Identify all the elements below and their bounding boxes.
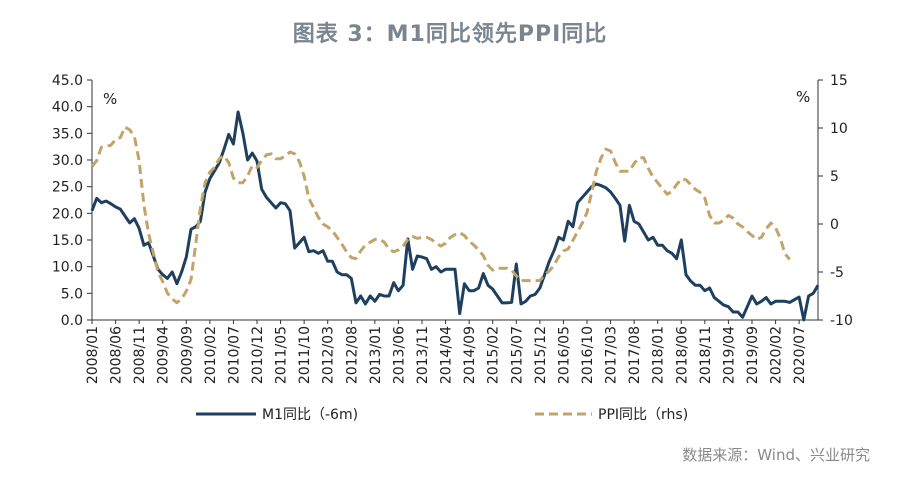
x-tick-label: 2020/02 xyxy=(769,326,785,384)
left-tick-label: 25.0 xyxy=(52,180,83,196)
left-axis-unit: % xyxy=(103,90,117,108)
x-tick-label: 2013/06 xyxy=(391,326,407,384)
x-tick-label: 2019/04 xyxy=(721,326,737,384)
x-tick-label: 2010/12 xyxy=(250,326,266,384)
x-tick-label: 2009/09 xyxy=(179,326,195,384)
x-tick-label: 2012/08 xyxy=(344,326,360,384)
x-tick-label: 2019/09 xyxy=(745,326,761,384)
x-tick-label: 2017/08 xyxy=(627,326,643,384)
x-tick-label: 2020/07 xyxy=(792,326,808,384)
series-line-m1 xyxy=(90,110,820,322)
source-note: 数据来源：Wind、兴业研究 xyxy=(682,446,870,464)
left-tick-label: 30.0 xyxy=(52,153,83,169)
x-tick-label: 2008/01 xyxy=(85,326,101,384)
left-tick-label: 10.0 xyxy=(52,260,83,276)
x-tick-label: 2012/03 xyxy=(321,326,337,384)
x-tick-label: 2013/01 xyxy=(368,326,384,384)
x-tick-label: 2017/03 xyxy=(604,326,620,384)
x-tick-label: 2010/07 xyxy=(226,326,242,384)
x-tick-label: 2011/05 xyxy=(274,326,290,384)
x-tick-label: 2018/01 xyxy=(651,326,667,384)
x-tick-label: 2016/10 xyxy=(580,326,596,384)
x-tick-label: 2009/04 xyxy=(156,326,172,384)
x-tick-label: 2010/02 xyxy=(203,326,219,384)
left-tick-label: 5.0 xyxy=(61,286,83,302)
right-tick-label: 10 xyxy=(830,121,848,137)
right-tick-label: -10 xyxy=(830,313,853,329)
x-tick-label: 2013/11 xyxy=(415,326,431,384)
left-tick-label: 15.0 xyxy=(52,233,83,249)
right-tick-label: -5 xyxy=(830,265,844,281)
x-tick-label: 2015/02 xyxy=(486,326,502,384)
x-tick-label: 2014/04 xyxy=(439,326,455,384)
right-tick-label: 15 xyxy=(830,73,848,89)
right-axis-unit: % xyxy=(796,88,810,106)
x-tick-label: 2008/11 xyxy=(132,326,148,384)
legend-label: M1同比（-6m) xyxy=(262,407,358,423)
left-tick-label: 45.0 xyxy=(52,73,83,89)
x-tick-label: 2018/11 xyxy=(698,326,714,384)
legend-label: PPI同比（rhs) xyxy=(598,407,688,423)
right-tick-label: 5 xyxy=(830,169,839,185)
right-tick-label: 0 xyxy=(830,217,839,233)
left-tick-label: 0.0 xyxy=(61,313,83,329)
x-tick-label: 2008/06 xyxy=(109,326,125,384)
x-tick-label: 2018/06 xyxy=(674,326,690,384)
left-tick-label: 20.0 xyxy=(52,206,83,222)
x-tick-label: 2011/10 xyxy=(297,326,313,384)
x-tick-label: 2014/09 xyxy=(462,326,478,384)
x-tick-label: 2016/05 xyxy=(556,326,572,384)
left-tick-label: 35.0 xyxy=(52,126,83,142)
left-tick-label: 40.0 xyxy=(52,100,83,116)
x-tick-label: 2015/07 xyxy=(509,326,525,384)
x-tick-label: 2015/12 xyxy=(533,326,549,384)
series-line-ppi xyxy=(90,125,791,305)
chart-title: 图表 3：M1同比领先PPI同比 xyxy=(292,22,608,47)
